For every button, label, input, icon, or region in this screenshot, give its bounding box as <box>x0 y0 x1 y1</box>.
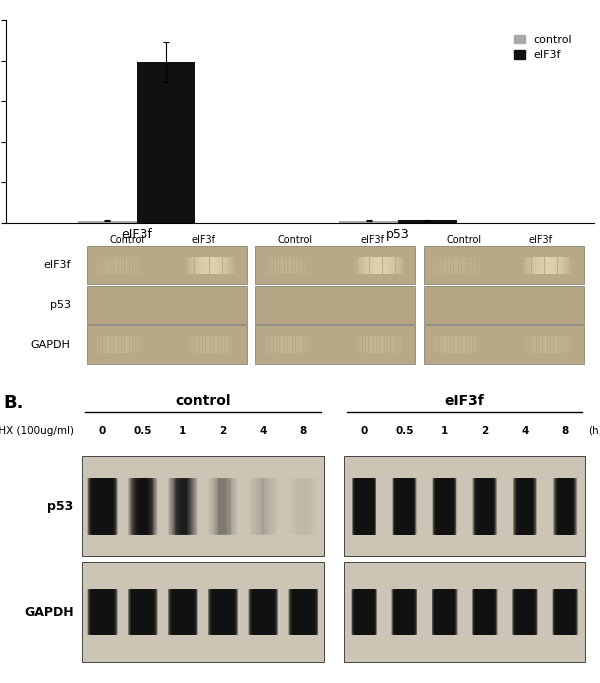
Bar <box>424 326 584 363</box>
Bar <box>256 247 415 284</box>
Bar <box>344 562 585 662</box>
Bar <box>87 286 247 324</box>
Bar <box>424 286 584 324</box>
Bar <box>256 286 415 324</box>
Bar <box>137 62 196 223</box>
Text: 2: 2 <box>220 426 227 436</box>
Bar <box>87 247 247 284</box>
Text: eIF3f: eIF3f <box>43 260 71 270</box>
Text: 4: 4 <box>260 426 267 436</box>
Text: CHX (100ug/ml): CHX (100ug/ml) <box>0 426 74 436</box>
Text: p53: p53 <box>47 500 74 513</box>
Bar <box>256 326 415 363</box>
Text: Control: Control <box>446 235 481 245</box>
Text: 0: 0 <box>99 426 106 436</box>
Text: GAPDH: GAPDH <box>31 339 71 350</box>
Text: 1: 1 <box>441 426 448 436</box>
Text: eIF3f: eIF3f <box>191 235 215 245</box>
Text: control: control <box>175 394 231 408</box>
Text: Control: Control <box>109 235 145 245</box>
Text: GAPDH: GAPDH <box>24 606 74 619</box>
Text: B.: B. <box>3 394 23 412</box>
Bar <box>344 456 585 556</box>
Bar <box>82 562 323 662</box>
Text: (h): (h) <box>588 426 600 436</box>
Bar <box>78 221 137 223</box>
Text: 8: 8 <box>562 426 569 436</box>
Text: 0.5: 0.5 <box>133 426 152 436</box>
Text: eIF3f: eIF3f <box>529 235 553 245</box>
Text: Control: Control <box>278 235 313 245</box>
Bar <box>424 247 584 284</box>
Text: 2: 2 <box>481 426 488 436</box>
Text: 0: 0 <box>361 426 368 436</box>
Text: p53: p53 <box>50 300 71 310</box>
Bar <box>339 221 398 223</box>
Text: 4: 4 <box>521 426 529 436</box>
Bar <box>398 221 457 223</box>
Bar <box>82 456 323 556</box>
Text: eIF3f: eIF3f <box>445 394 485 408</box>
Text: 1: 1 <box>179 426 187 436</box>
Text: 0.5: 0.5 <box>395 426 413 436</box>
Text: eIF3f: eIF3f <box>360 235 384 245</box>
Text: 8: 8 <box>300 426 307 436</box>
Bar <box>87 326 247 363</box>
Legend: control, eIF3f: control, eIF3f <box>509 30 577 65</box>
